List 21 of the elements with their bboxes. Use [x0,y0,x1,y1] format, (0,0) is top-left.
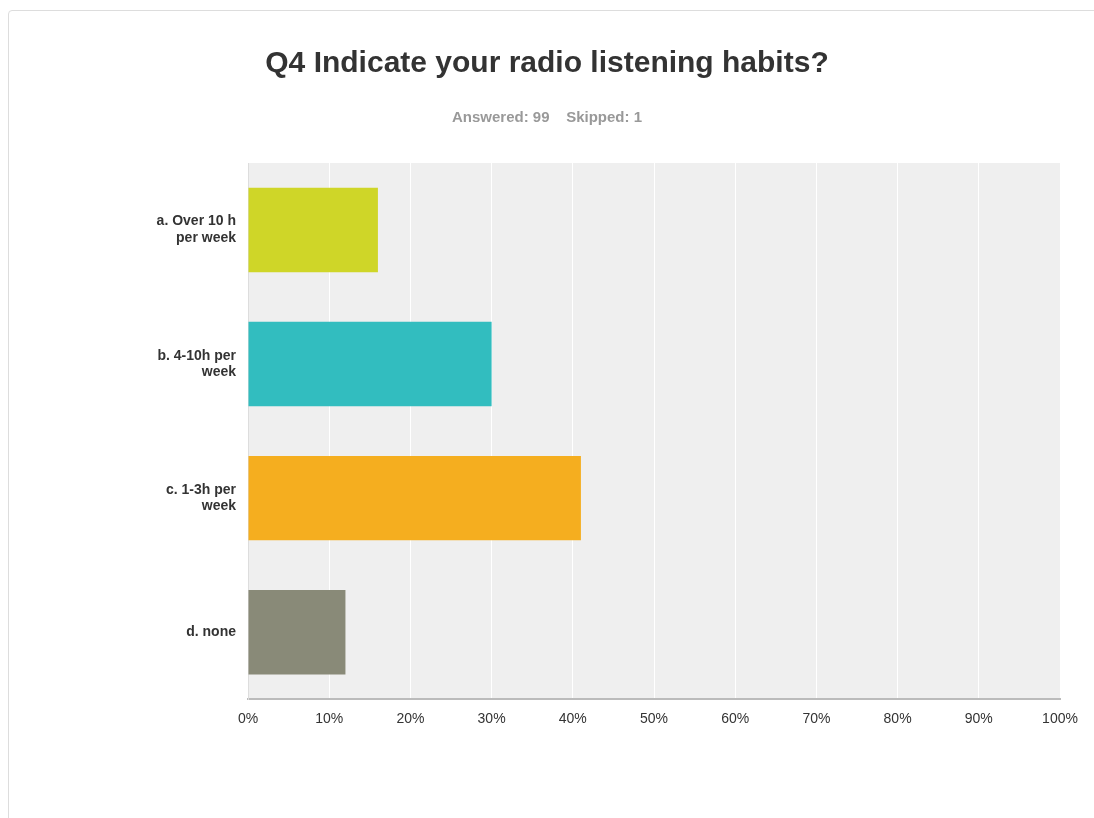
y-tick-label: c. 1-3h per week [165,480,237,514]
x-tick-label: 20% [396,710,425,727]
chart-title: Q4 Indicate your radio listening habits? [264,45,830,79]
x-tick-label: 10% [315,710,344,727]
x-tick-label: 30% [477,710,506,727]
x-tick-label: 90% [964,710,993,727]
x-tick-label: 100% [1042,710,1078,727]
y-tick-label: a. Over 10 h per week [156,212,237,246]
bar [248,187,378,273]
x-tick-label: 50% [639,710,669,727]
bar [248,455,581,541]
bar [248,589,346,675]
x-tick-label: 80% [883,710,912,727]
x-tick-label: 70% [802,710,831,727]
chart-subtitle: Answered: 99 Skipped: 1 [450,108,644,125]
y-tick-label: d. none [186,623,237,640]
x-tick-label: 0% [237,710,259,727]
bar [248,321,492,407]
x-tick-label: 40% [558,710,587,727]
x-tick-label: 60% [721,710,750,727]
y-tick-label: b. 4-10h per week [157,346,237,380]
